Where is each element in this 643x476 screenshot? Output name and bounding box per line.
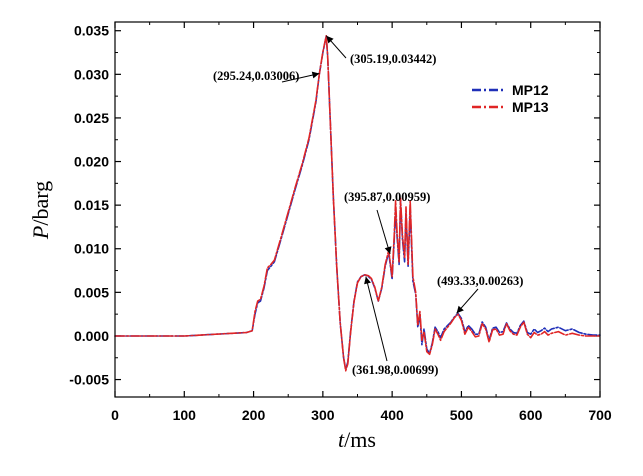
annotations: (305.19,0.03442) (295.24,0.03006) (395.87,… xyxy=(213,35,523,377)
y-tick-label: 0.030 xyxy=(74,66,109,82)
y-axis-variable: P xyxy=(28,226,53,240)
series-line-mp13 xyxy=(114,35,601,372)
x-axis-unit: /ms xyxy=(344,427,376,452)
y-tick-label: -0.005 xyxy=(69,372,109,388)
x-tick-label: 700 xyxy=(588,407,612,423)
annotation-leader xyxy=(376,209,391,255)
annotation-arrowhead xyxy=(456,305,464,314)
annotation-label: (361.98,0.00699) xyxy=(352,363,438,377)
annotation-arrowhead xyxy=(326,35,334,44)
annotation-arrowhead xyxy=(364,276,371,285)
y-axis-title: P/barg xyxy=(28,181,53,240)
annotation-label: (395.87,0.00959) xyxy=(344,190,430,204)
x-tick-label: 200 xyxy=(242,407,266,423)
plot-frame xyxy=(114,21,601,398)
series-lines xyxy=(114,35,601,372)
annotation-leader xyxy=(365,276,388,362)
annotation-label: (493.33,0.00263) xyxy=(437,274,523,288)
x-tick-label: 400 xyxy=(380,407,404,423)
annotation-label: (295.24,0.03006) xyxy=(213,69,299,83)
y-tick-label: 0.020 xyxy=(74,154,109,170)
y-tick-label: 0.015 xyxy=(74,197,109,213)
y-tick-label: 0.010 xyxy=(74,241,109,257)
legend: MP12 MP13 xyxy=(472,82,549,115)
y-tick-label: 0.005 xyxy=(74,284,109,300)
x-tick-label: 500 xyxy=(450,407,474,423)
x-tick-label: 0 xyxy=(111,407,119,423)
y-tick-label: 0.000 xyxy=(74,328,109,344)
x-axis-title: t/ms xyxy=(338,427,376,452)
y-tick-label: 0.025 xyxy=(74,110,109,126)
x-axis-ticks: 0 100 200 300 400 500 600 700 xyxy=(111,22,612,423)
y-tick-label: 0.035 xyxy=(74,23,109,39)
x-tick-label: 600 xyxy=(519,407,543,423)
x-tick-label: 300 xyxy=(311,407,335,423)
annotation-label: (305.19,0.03442) xyxy=(350,52,436,66)
annotation-arrowhead xyxy=(384,246,392,254)
x-axis-variable: t xyxy=(338,427,345,452)
y-axis-ticks: -0.005 0.000 0.005 0.010 0.015 0.020 0.025 0.03… xyxy=(69,23,600,388)
legend-label-mp13: MP13 xyxy=(512,99,549,115)
y-axis-unit: /barg xyxy=(28,181,53,226)
annotation-arrowhead xyxy=(311,71,320,79)
x-tick-label: 100 xyxy=(173,407,197,423)
legend-label-mp12: MP12 xyxy=(512,82,549,98)
